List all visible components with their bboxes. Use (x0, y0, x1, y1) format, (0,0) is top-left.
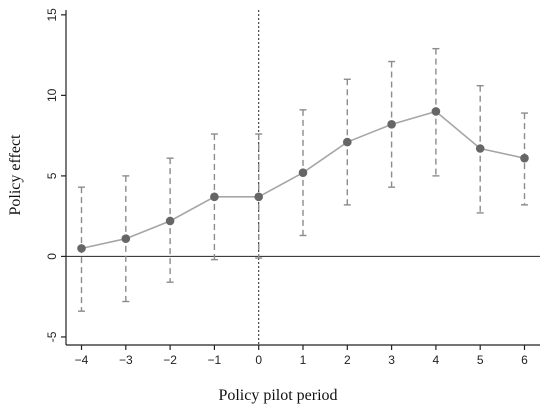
axes (65, 10, 540, 346)
effect-point (475, 144, 485, 153)
tick-labels: -5 0 5 10 15 −4 −3 −2 −1 0 1 2 3 4 5 6 (45, 8, 528, 367)
x-tick-label: 2 (344, 353, 351, 367)
effect-point (254, 192, 264, 202)
x-tick-label: −1 (208, 353, 222, 367)
x-tick-label: −4 (75, 353, 89, 367)
x-tick-label: −3 (119, 353, 133, 367)
y-tick-label: -5 (45, 331, 59, 342)
x-tick-label: 5 (477, 353, 484, 367)
effect-point (387, 120, 396, 129)
effect-point (77, 244, 86, 253)
confidence-intervals (78, 47, 528, 312)
y-tick-label: 0 (45, 253, 59, 260)
y-axis-title: Policy effect (7, 134, 24, 216)
effect-point (431, 107, 441, 116)
effect-points (77, 107, 529, 253)
x-tick-label: 3 (388, 353, 395, 367)
effect-point (121, 234, 131, 244)
effect-point (298, 168, 308, 177)
reference-lines (66, 10, 540, 345)
effect-point (210, 192, 219, 202)
x-tick-label: 6 (521, 353, 528, 367)
effect-point (520, 153, 529, 163)
y-tick-label: 15 (45, 8, 59, 22)
effect-point (165, 216, 175, 226)
effect-point (342, 137, 352, 147)
x-tick-label: 4 (433, 353, 440, 367)
x-tick-label: −2 (163, 353, 177, 367)
y-tick-label: 10 (45, 88, 59, 102)
x-tick-label: 0 (255, 353, 262, 367)
y-tick-label: 5 (45, 172, 59, 179)
x-axis-title: Policy pilot period (218, 387, 337, 404)
x-tick-label: 1 (300, 353, 307, 367)
